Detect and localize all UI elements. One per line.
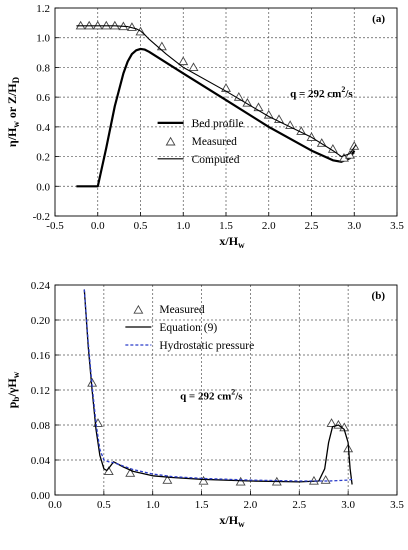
x-tick-label: 2.0 <box>244 499 258 511</box>
data-point-marker <box>162 475 173 484</box>
y-tick-label: 0.8 <box>36 62 50 74</box>
flow-rate-annotation: q = 292 cm2/s <box>290 85 353 100</box>
y-tick-label: 0.04 <box>31 455 51 467</box>
x-tick-label: 0.0 <box>48 499 62 511</box>
chart-b: 0.0 0.5 1.0 1.5 2.0 2.5 3.0 3.5 0.00 0.04 0.08 0.12… <box>5 280 404 529</box>
legend-entry: Measured <box>133 304 205 316</box>
legend-marker <box>133 304 144 314</box>
y-tick-label: 0.00 <box>31 490 51 502</box>
x-tick-label: 2.0 <box>262 220 276 232</box>
legend-entry: Measured <box>165 136 238 148</box>
legend-entry: Hydrostatic pressure <box>125 340 254 352</box>
legend-label: Hydrostatic pressure <box>159 340 254 352</box>
y-tick-label: 0.16 <box>31 350 51 362</box>
data-point-marker <box>263 109 274 119</box>
legend-marker <box>165 136 176 146</box>
x-tick-label: 3.5 <box>390 220 404 232</box>
series-equation-9- <box>83 289 353 485</box>
y-tick-label: 1.0 <box>36 33 50 45</box>
y-tick-label: 0.24 <box>31 280 51 292</box>
data-point-marker <box>198 475 209 485</box>
panel-label: (a) <box>372 13 385 25</box>
x-tick-label: 3.5 <box>390 499 404 511</box>
y-axis-label: η/Hw or Z/HD <box>5 76 21 147</box>
chart-a: -0.5 0.0 0.5 1.0 1.5 2.0 2.5 3.0 3.5 -0.2 0.0 0.2 0.… <box>5 3 404 250</box>
x-tick-label: 2.5 <box>305 220 319 232</box>
y-axis-label: pb/γHw <box>5 371 21 408</box>
data-point-marker <box>285 120 296 129</box>
series-computed <box>76 25 357 158</box>
data-point-marker <box>156 41 167 51</box>
data-point-marker <box>233 92 244 101</box>
y-tick-label: 0.6 <box>36 92 50 104</box>
legend: Measured Equation (9) Hydrostatic pressure <box>125 304 254 352</box>
data-point-marker <box>327 144 338 153</box>
legend-entry: Bed profile <box>157 118 244 130</box>
x-axis-label: x/Hw <box>219 234 245 250</box>
x-tick-label: 0.5 <box>134 220 148 232</box>
data-point-marker <box>320 475 331 484</box>
legend: Bed profile Measured Computed <box>157 118 244 166</box>
y-tick-label: 0.20 <box>31 315 51 327</box>
y-tick-label: 0.08 <box>31 420 51 432</box>
data-point-marker <box>178 56 189 66</box>
gridlines <box>55 8 397 216</box>
series-line <box>76 47 356 188</box>
y-tick-label: 0.4 <box>36 122 50 134</box>
legend-entry: Computed <box>157 154 240 166</box>
legend-label: Computed <box>192 154 240 166</box>
y-tick-label: 0.0 <box>36 181 50 193</box>
x-tick-label: 1.0 <box>146 499 160 511</box>
legend-label: Measured <box>159 304 205 316</box>
x-tick-label: 1.5 <box>195 499 209 511</box>
legend-label: Measured <box>192 136 238 148</box>
data-point-marker <box>221 83 231 92</box>
data-point-marker <box>326 418 337 427</box>
legend-label: Bed profile <box>192 118 244 130</box>
series-bed-profile <box>76 47 356 188</box>
series-line <box>76 25 357 158</box>
y-tick-label: 0.12 <box>31 385 50 397</box>
x-tick-label: 2.5 <box>292 499 306 511</box>
series-line <box>83 289 353 482</box>
panel-label: (b) <box>372 290 386 302</box>
y-tick-label: 1.2 <box>36 3 50 15</box>
x-tick-label: 3.0 <box>347 220 361 232</box>
data-point-marker <box>125 468 136 477</box>
y-tick-label: 0.2 <box>36 152 50 164</box>
x-axis-label: x/Hw <box>219 513 245 529</box>
x-tick-label: 3.0 <box>341 499 355 511</box>
series-hydrostatic-pressure <box>83 289 353 482</box>
gridlines <box>55 285 397 495</box>
data-point-marker <box>188 62 199 72</box>
data-point-marker <box>349 141 360 150</box>
x-tick-label: 0.0 <box>91 220 105 232</box>
series-line <box>83 289 353 485</box>
data-point-marker <box>253 102 264 112</box>
flow-rate-annotation: q = 292 cm2/s <box>180 388 243 403</box>
x-tick-label: -0.5 <box>46 220 64 232</box>
x-tick-label: 1.5 <box>219 220 233 232</box>
x-tick-label: 0.5 <box>97 499 111 511</box>
y-tick-label: -0.2 <box>33 211 50 223</box>
legend-entry: Equation (9) <box>125 322 217 334</box>
x-tick-label: 1.0 <box>176 220 190 232</box>
legend-label: Equation (9) <box>159 322 217 334</box>
